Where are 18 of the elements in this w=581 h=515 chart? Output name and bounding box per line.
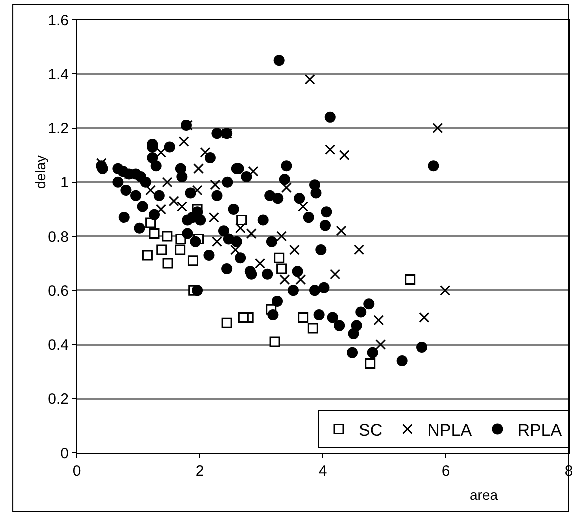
y-tick-label: 1.6 xyxy=(48,12,69,30)
x-tick-label: 6 xyxy=(442,463,450,480)
x-tick-label: 0 xyxy=(72,463,82,480)
x-tick-label: 2 xyxy=(196,463,204,480)
legend-label: RPLA xyxy=(518,420,563,440)
y-tick-label: 0 xyxy=(60,445,69,462)
x-tick-label: 4 xyxy=(318,463,328,480)
y-tick-label: 1 xyxy=(60,174,69,192)
y-tick-label: 1.2 xyxy=(48,120,69,138)
legend-label: NPLA xyxy=(428,420,473,440)
legend-label: SC xyxy=(359,420,383,440)
y-tick-label: 0.4 xyxy=(48,337,69,354)
y-tick-label: 0.6 xyxy=(48,282,69,300)
y-tick-label: 0.2 xyxy=(48,391,69,408)
y-axis-title: delay xyxy=(32,156,49,189)
y-tick-label: 1.4 xyxy=(48,66,69,84)
x-axis-title: area xyxy=(470,487,498,503)
y-tick-label: 0.8 xyxy=(48,228,69,246)
